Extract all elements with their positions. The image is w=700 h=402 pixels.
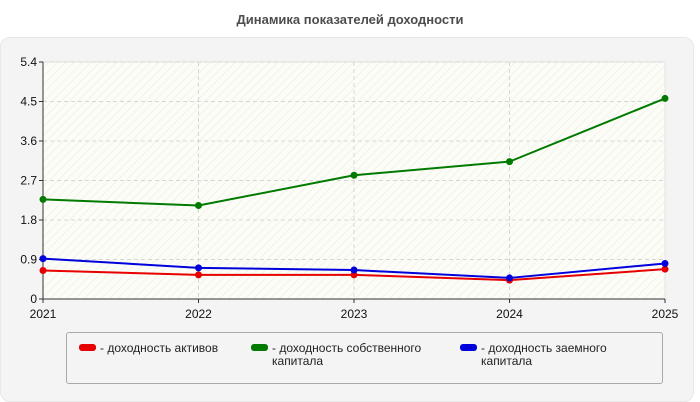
legend-swatch-equity <box>251 344 268 351</box>
series-2-point <box>39 195 47 203</box>
x-tick-label: 2023 <box>341 307 368 321</box>
legend-label-equity: - доходность собственного капитала <box>272 341 422 368</box>
legend-label-assets: - доходность активов <box>100 341 219 355</box>
legend-swatch-debt <box>460 344 477 351</box>
legend-swatch-assets <box>79 344 96 351</box>
series-2-point <box>661 94 669 102</box>
y-tick-label: 0.9 <box>20 253 37 267</box>
chart-title: Динамика показателей доходности <box>236 12 464 27</box>
x-tick-label: 2021 <box>30 307 57 321</box>
series-2-point <box>506 158 513 166</box>
x-tick-label: 2022 <box>185 307 212 321</box>
series-2-point <box>195 202 202 210</box>
series-3-point <box>661 259 669 267</box>
series-3-point <box>39 255 47 263</box>
y-tick-label: 2.7 <box>20 174 37 188</box>
legend: - доходность активов - доходность собств… <box>66 332 663 384</box>
series-1-point <box>661 265 669 273</box>
y-tick-label: 5.4 <box>20 55 37 69</box>
series-1-point <box>39 266 47 274</box>
series-1-point <box>195 271 202 279</box>
series-2-point <box>350 171 358 179</box>
x-tick-label: 2025 <box>652 307 679 321</box>
series-3-point <box>195 264 202 272</box>
x-tick-label: 2024 <box>496 307 523 321</box>
y-tick-label: 0 <box>30 292 37 306</box>
series-3-point <box>350 266 358 274</box>
legend-label-debt: - доходность заемного капитала <box>481 341 607 368</box>
series-1-point <box>350 271 358 279</box>
y-tick-label: 4.5 <box>20 95 37 109</box>
y-tick-label: 3.6 <box>20 134 37 148</box>
series-3-point <box>506 274 513 282</box>
y-tick-label: 1.8 <box>20 213 37 227</box>
